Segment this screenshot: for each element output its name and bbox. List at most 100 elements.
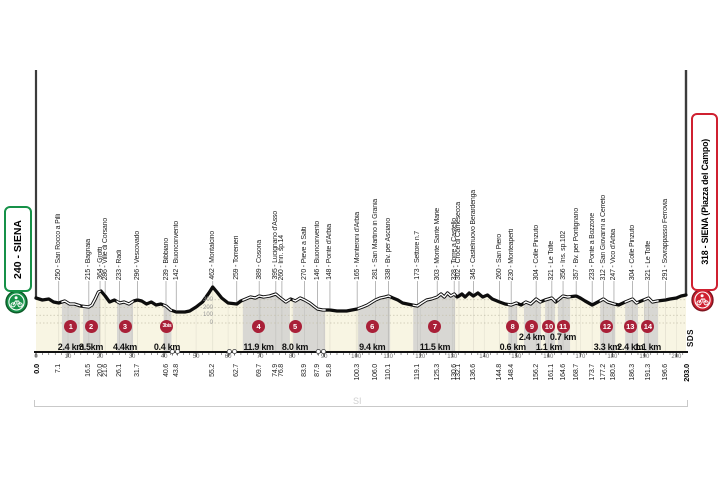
sector-circle: 10: [542, 320, 556, 333]
sector-circle: 5: [288, 320, 302, 333]
gravel-sector-band: [644, 287, 659, 352]
location-label: 259 - Torrenieri: [233, 236, 241, 280]
axis-tick-label: 80: [288, 354, 296, 360]
location-label: 233 - Radi: [116, 249, 124, 280]
km-label: 91.8: [326, 364, 334, 377]
location-label: 357 - Bv. per Pontignano: [572, 207, 580, 280]
km-label: 21.6: [101, 364, 109, 377]
location-label: 345 - Castelnuovo Berardenga: [469, 190, 477, 280]
location-label: 302 - Croce di Camesecca: [455, 201, 463, 280]
km-label: 180.5: [610, 364, 618, 381]
sector-circle: 1: [64, 320, 78, 333]
finish-cyclist-icon: [691, 288, 714, 312]
location-label: 173 - Settore n.7: [413, 231, 421, 280]
sector-circle: 7: [428, 320, 442, 333]
km-label: 164.6: [559, 364, 567, 381]
sector-length-label: 1.1 km: [535, 342, 563, 352]
km-label: 106.0: [371, 364, 379, 381]
sector-length-label: 0.7 km: [549, 332, 577, 342]
axis-tick-label: 160: [543, 354, 554, 360]
km-label: 119.1: [413, 364, 421, 380]
location-label: 142 - Buonconvento: [172, 220, 180, 280]
km-label: 186.3: [629, 364, 637, 381]
start-cyclist-icon: [5, 290, 28, 314]
axis-tick-label: 130: [447, 354, 458, 360]
sector-circle: 3: [118, 320, 132, 333]
km-label: 161.1: [548, 364, 556, 381]
location-label: 260 - Inn. sp.14: [278, 234, 286, 280]
sector-length-label: 4.4km: [112, 342, 138, 352]
gravel-sector-band: [508, 287, 518, 352]
location-label: 321 - Le Tolfe: [645, 240, 653, 281]
km-label: 83.9: [301, 364, 309, 377]
feed-zone-icon: [226, 348, 238, 356]
start-label-box: 240 - SIENA: [4, 206, 32, 292]
sector-circle: 3bis: [160, 320, 174, 333]
location-label: 260 - San Piero: [496, 234, 504, 280]
sector-length-label: 9.4 km: [359, 342, 386, 352]
axis-tick-label: 170: [575, 354, 586, 360]
axis-tick-label: 120: [415, 354, 426, 360]
km-label: 100.3: [353, 364, 361, 381]
km-label: 62.7: [233, 364, 241, 377]
finish-label: 318 - SIENA (Piazza del Campo): [699, 139, 710, 265]
km-label: 136.6: [469, 364, 477, 381]
axis-tick-label: 140: [479, 354, 490, 360]
km-label: 43.8: [172, 364, 180, 377]
sector-circle: 2: [84, 320, 98, 333]
finish-label-box: 318 - SIENA (Piazza del Campo): [691, 113, 718, 291]
gravel-sector-band: [163, 287, 172, 352]
location-label: 281 - San Martino in Grania: [371, 199, 379, 280]
sector-circle: 12: [600, 320, 614, 333]
km-label: 7.1: [55, 364, 63, 374]
axis-tick-label: 200: [671, 354, 682, 360]
axis-tick-label: 180: [607, 354, 618, 360]
elevation-scale-label: 200: [202, 304, 213, 311]
sector-circle: 14: [641, 320, 655, 333]
sector-length-label: 3.3 km: [593, 342, 621, 352]
location-label: 462 - Montalcino: [209, 231, 217, 280]
km-label: 16.5: [85, 364, 93, 377]
km-label: 203.0: [681, 364, 691, 382]
location-label: 286 - Ville di Corsano: [101, 217, 109, 280]
axis-tick-label: 190: [639, 354, 650, 360]
km-label: 196.6: [662, 364, 669, 381]
location-label: 270 - Pieve a Salti: [301, 226, 309, 280]
axis-tick-label: 90: [320, 354, 328, 360]
feed-zone-icon: [315, 348, 327, 356]
km-label: 110.1: [385, 364, 393, 380]
sector-circle: 6: [365, 320, 379, 333]
axis-tick-label: 30: [128, 354, 136, 360]
sds-watermark: SDS: [686, 329, 695, 347]
km-label: 125.3: [433, 364, 441, 381]
km-label: 148.4: [507, 364, 515, 381]
start-label: 240 - SIENA: [12, 219, 24, 279]
location-label: 291 - Sovrappasso Ferrovia: [662, 198, 669, 280]
axis-tick-label: 70: [256, 354, 264, 360]
axis-tick-label: 20: [96, 354, 104, 360]
sector-circle: 11: [556, 320, 570, 333]
sector-length-label: 11.5 km: [419, 342, 451, 352]
gravel-sector-band: [557, 287, 571, 352]
location-label: 338 - Bv. per Asciano: [385, 218, 393, 280]
sector-circle: 4: [252, 320, 266, 333]
location-label: 146 - Buonconvento: [313, 220, 321, 280]
km-label: 26.1: [116, 364, 124, 377]
elevation-scale-label: 300: [202, 296, 213, 303]
axis-tick-label: 0: [34, 354, 38, 360]
elevation-scale-label: 100: [202, 312, 213, 319]
sector-circle: 8: [506, 320, 520, 333]
sector-length-label: 0.4 km: [153, 342, 181, 352]
location-label: 165 - Monteroni d'Arbia: [353, 212, 361, 280]
km-label: 173.7: [588, 364, 596, 381]
sector-length-label: 2.4 km: [57, 342, 85, 352]
location-label: 233 - Ponte a Bozzone: [588, 212, 596, 280]
location-label: 304 - Colle Pinzuto: [532, 224, 540, 280]
axis-tick-label: 10: [64, 354, 72, 360]
km-label: 40.6: [162, 364, 170, 377]
km-label: 156.2: [532, 364, 540, 381]
feed-zone-icon: [169, 348, 181, 356]
km-label: 69.7: [255, 364, 263, 377]
